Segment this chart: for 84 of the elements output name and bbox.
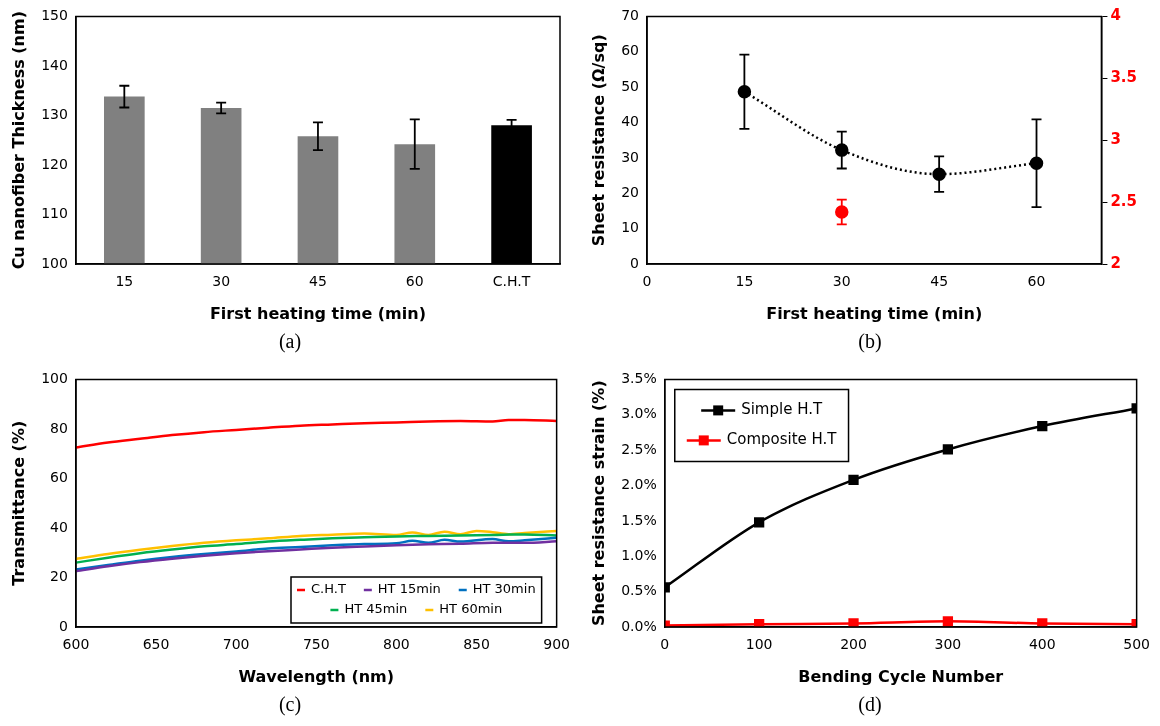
- x-tick-label: 600: [62, 636, 90, 653]
- x-tick-label: 15: [115, 273, 134, 290]
- x-axis-title: Bending Cycle Number: [798, 666, 1004, 686]
- legend-label: C.H.T: [311, 581, 346, 597]
- y-tick-label: 20: [621, 183, 640, 200]
- x-tick-label: C.H.T: [492, 273, 531, 290]
- text: (c): [277, 693, 303, 716]
- y-tick-label: 0.0%: [621, 617, 657, 634]
- y-axis-title: Cu nanofiber Thickness (nm): [8, 11, 28, 270]
- x-tick-label: 45: [930, 273, 949, 290]
- y-axis-title: Sheet resistance (Ω/sq): [588, 34, 608, 247]
- x-tick-label: 100: [745, 636, 773, 653]
- y-tick-label: 140: [41, 56, 68, 73]
- point: [1037, 618, 1048, 627]
- x-axis-title: Wavelength (nm): [238, 666, 395, 686]
- legend-label: HT 30min: [472, 581, 536, 597]
- text: (d): [857, 693, 883, 716]
- x-tick-label: 30: [212, 273, 231, 290]
- y-tick-label: 2.0%: [621, 476, 657, 493]
- x-tick-label: 700: [222, 636, 250, 653]
- y-tick-label: 2.5%: [621, 440, 657, 457]
- y-tick-label: 60: [50, 469, 68, 486]
- x-tick-label: 45: [309, 273, 327, 290]
- x-tick-label: 400: [1028, 636, 1056, 653]
- y2-tick-label: 4: [1110, 6, 1121, 25]
- legend-label: Composite H.T: [726, 430, 838, 449]
- point: [754, 619, 765, 627]
- x-axis-title: First heating time (min): [209, 303, 426, 323]
- x-tick-label: 60: [405, 273, 424, 290]
- y-tick-label: 110: [41, 205, 68, 222]
- x-tick-label: 0: [660, 636, 670, 653]
- y-tick-label: 100: [41, 370, 68, 387]
- y-tick-label: 60: [621, 42, 640, 59]
- x-tick-label: 800: [383, 636, 410, 653]
- legend-label: Simple H.T: [741, 400, 823, 419]
- point: [942, 444, 954, 455]
- y2-tick-label: 2.5: [1110, 191, 1138, 210]
- point: [754, 517, 765, 528]
- legend-label: HT 60min: [439, 601, 503, 617]
- y-tick-label: 0: [630, 254, 640, 271]
- point: [942, 616, 954, 627]
- x-tick-label: 650: [142, 636, 170, 653]
- y-tick-label: 150: [41, 7, 68, 24]
- x-tick-label: 300: [934, 636, 962, 653]
- text: (b): [857, 330, 883, 353]
- x-tick-label: 15: [735, 273, 754, 290]
- point: [848, 618, 859, 627]
- y2-tick-label: 3.5: [1110, 68, 1138, 87]
- y-tick-label: 130: [41, 106, 68, 123]
- y-tick-label: 40: [621, 113, 640, 130]
- y2-tick-label: 2: [1110, 253, 1121, 272]
- x-tick-label: 30: [832, 273, 851, 290]
- point: [1037, 420, 1048, 432]
- y-axis-title: Sheet resistance strain (%): [588, 380, 608, 627]
- y-tick-label: 1.5%: [621, 511, 657, 528]
- x-tick-label: 500: [1123, 636, 1151, 653]
- y-tick-label: 70: [621, 7, 640, 24]
- point: [848, 474, 859, 485]
- y-tick-label: 0.5%: [621, 582, 657, 599]
- y-tick-label: 120: [41, 155, 68, 172]
- x-tick-label: 60: [1027, 273, 1046, 290]
- y-tick-label: 3.0%: [621, 405, 657, 422]
- text: (a): [277, 330, 303, 353]
- x-axis-title: First heating time (min): [766, 303, 983, 323]
- y-axis-title: Transmittance (%): [8, 420, 28, 586]
- y-tick-label: 30: [621, 148, 640, 165]
- y-tick-label: 40: [50, 518, 68, 535]
- y-tick-label: 10: [621, 219, 640, 236]
- x-tick-label: 200: [840, 636, 867, 653]
- y-tick-label: 20: [50, 568, 68, 585]
- point: [1029, 156, 1044, 170]
- y-tick-label: 3.5%: [621, 370, 657, 387]
- x-tick-label: 750: [302, 636, 330, 653]
- y2-tick-label: 3: [1110, 130, 1121, 149]
- x-tick-label: 850: [463, 636, 490, 653]
- legend-label: HT 45min: [344, 601, 408, 617]
- x-tick-label: 900: [543, 636, 571, 653]
- y-tick-label: 50: [621, 77, 640, 94]
- y-tick-label: 100: [41, 254, 68, 271]
- legend-label: HT 15min: [377, 581, 441, 597]
- y-tick-label: 0: [59, 617, 68, 634]
- line-series: [75, 418, 557, 449]
- y-tick-label: 1.0%: [621, 546, 657, 563]
- y-tick-label: 80: [50, 419, 68, 436]
